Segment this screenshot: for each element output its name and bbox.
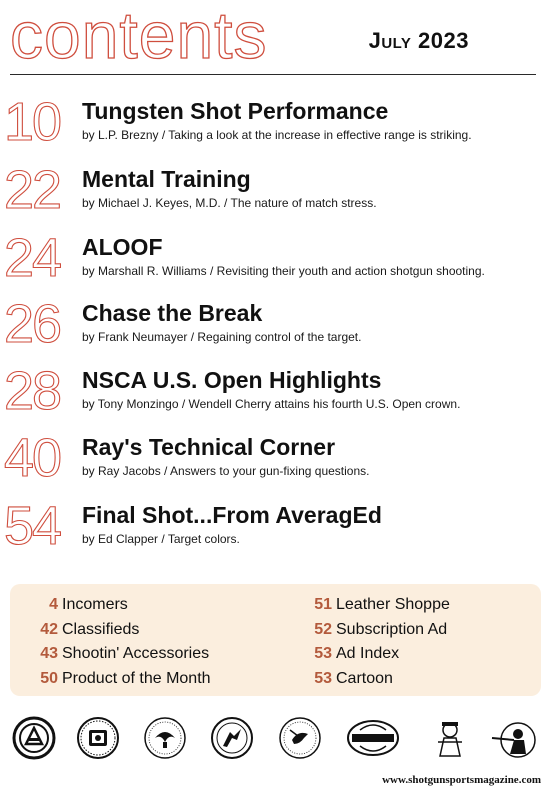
article-item[interactable]: 28 NSCA U.S. Open Highlights by Tony Mon… xyxy=(0,361,559,430)
department-page: 43 xyxy=(40,645,58,662)
department-label: Leather Shoppe xyxy=(336,596,450,613)
department-item[interactable]: 42 Classifieds xyxy=(14,618,211,643)
shooting-sports-badge-icon[interactable] xyxy=(346,716,400,760)
issue-date: July 2023 xyxy=(368,28,469,53)
mascot-icon[interactable] xyxy=(428,716,472,760)
departments-column-right: 51 Leather Shoppe 52 Subscription Ad 53 Ad … xyxy=(288,593,450,691)
header: contents July 2023 xyxy=(0,0,559,80)
departments-panel: 4 Incomers 42 Classifieds 43 Shootin' Acces… xyxy=(10,584,541,696)
article-title[interactable]: NSCA U.S. Open Highlights xyxy=(82,367,382,393)
article-page-number: 26 xyxy=(3,294,62,354)
article-byline: by Marshall R. Williams / Revisiting the… xyxy=(82,264,485,278)
association-seal-icon[interactable] xyxy=(12,716,56,760)
article-item[interactable]: 24 ALOOF by Marshall R. Williams / Revis… xyxy=(0,228,559,297)
department-page: 53 xyxy=(314,645,332,662)
partner-logos xyxy=(10,716,541,772)
article-byline: by Michael J. Keyes, M.D. / The nature o… xyxy=(82,196,377,210)
article-title[interactable]: ALOOF xyxy=(82,234,163,260)
department-page: 50 xyxy=(40,669,58,687)
article-page-number: 22 xyxy=(3,160,62,220)
department-page: 42 xyxy=(40,620,58,638)
department-label: Shootin' Accessories xyxy=(62,645,210,662)
department-item[interactable]: 51 Leather Shoppe xyxy=(288,593,450,618)
article-title[interactable]: Ray's Technical Corner xyxy=(82,434,336,460)
department-page: 4 xyxy=(49,596,58,613)
department-item[interactable]: 53 Cartoon xyxy=(288,667,450,692)
header-divider xyxy=(10,74,536,75)
eagle-seal-icon[interactable] xyxy=(143,716,187,760)
section-title: contents xyxy=(9,0,268,72)
departments-column-left: 4 Incomers 42 Classifieds 43 Shootin' Acces… xyxy=(14,593,211,692)
article-title[interactable]: Tungsten Shot Performance xyxy=(82,98,389,124)
department-item[interactable]: 53 Ad Index xyxy=(288,642,450,667)
website-url[interactable]: www.shotgunsportsmagazine.com xyxy=(382,774,541,786)
department-label: Subscription Ad xyxy=(336,620,448,638)
article-item[interactable]: 22 Mental Training by Michael J. Keyes, … xyxy=(0,160,559,229)
department-label: Cartoon xyxy=(336,669,393,687)
club-emblem-icon[interactable] xyxy=(76,716,120,760)
department-item[interactable]: 4 Incomers xyxy=(14,593,211,618)
article-byline: by Frank Neumayer / Regaining control of… xyxy=(82,330,362,344)
department-item[interactable]: 52 Subscription Ad xyxy=(288,618,450,643)
article-page-number: 10 xyxy=(3,92,62,152)
article-byline: by Tony Monzingo / Wendell Cherry attain… xyxy=(82,397,461,411)
article-page-number: 28 xyxy=(3,361,62,421)
department-label: Product of the Month xyxy=(62,669,211,687)
department-page: 53 xyxy=(314,669,332,687)
article-title[interactable]: Mental Training xyxy=(82,166,251,192)
article-title[interactable]: Final Shot...From AveragEd xyxy=(82,502,382,528)
department-item[interactable]: 43 Shootin' Accessories xyxy=(14,642,211,667)
article-item[interactable]: 26 Chase the Break by Frank Neumayer / R… xyxy=(0,294,559,363)
article-byline: by Ray Jacobs / Answers to your gun-fixi… xyxy=(82,464,370,478)
article-title[interactable]: Chase the Break xyxy=(82,300,263,326)
article-byline: by Ed Clapper / Target colors. xyxy=(82,532,240,546)
bird-seal-icon[interactable] xyxy=(278,716,322,760)
trap-shooter-icon[interactable] xyxy=(490,716,538,760)
article-page-number: 24 xyxy=(3,228,62,288)
department-label: Ad Index xyxy=(336,645,400,662)
article-item[interactable]: 54 Final Shot...From AveragEd by Ed Clap… xyxy=(0,496,559,565)
article-page-number: 40 xyxy=(3,428,62,488)
department-label: Classifieds xyxy=(62,620,140,638)
department-label: Incomers xyxy=(62,596,128,613)
article-page-number: 54 xyxy=(3,496,62,556)
department-page: 51 xyxy=(314,596,332,613)
article-byline: by L.P. Brezny / Taking a look at the in… xyxy=(82,128,472,142)
shooter-seal-icon[interactable] xyxy=(210,716,254,760)
department-item[interactable]: 50 Product of the Month xyxy=(14,667,211,692)
department-page: 52 xyxy=(314,620,332,638)
article-item[interactable]: 40 Ray's Technical Corner by Ray Jacobs … xyxy=(0,428,559,497)
article-item[interactable]: 10 Tungsten Shot Performance by L.P. Bre… xyxy=(0,92,559,161)
